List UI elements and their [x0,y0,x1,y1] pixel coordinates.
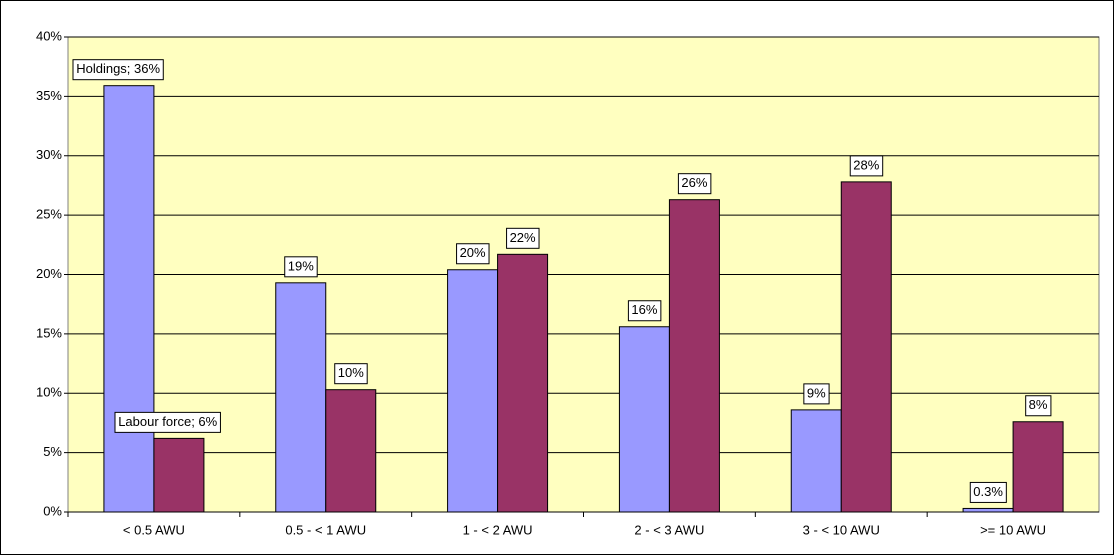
data-label-box [803,383,830,405]
x-tick-label: 3 - < 10 AWU [803,522,880,537]
x-tick-label: 0.5 - < 1 AWU [285,522,366,537]
y-tick-label: 10% [36,385,62,400]
data-label: Labour force; 6% [118,414,217,429]
data-label: 8% [1029,397,1048,412]
data-label: 22% [510,230,536,245]
data-label-box [72,59,164,81]
data-label-box [284,256,318,278]
bar [153,437,205,513]
y-tick-label: 0% [43,503,62,518]
data-label: 19% [288,258,314,273]
x-tick-label: >= 10 AWU [980,522,1046,537]
y-tick-label: 20% [36,266,62,281]
data-label-box [1025,395,1052,417]
x-tick-label: 1 - < 2 AWU [463,522,533,537]
y-tick-label: 15% [36,325,62,340]
data-label-box [627,300,662,322]
y-tick-label: 25% [36,207,62,222]
data-label: 20% [460,245,486,260]
data-label-box [334,363,368,385]
data-label: 10% [338,365,364,380]
data-label: 9% [807,385,826,400]
data-label-box [456,243,490,265]
y-tick-label: 35% [36,88,62,103]
y-tick-label: 30% [36,147,62,162]
y-tick-label: 40% [36,28,62,43]
bar [790,409,842,513]
bar [447,269,499,513]
bar [840,181,892,513]
data-label: 28% [853,157,879,172]
bar [668,199,720,513]
data-label: Holdings; 36% [76,61,160,76]
data-label: 26% [681,175,707,190]
bar [962,507,1014,513]
data-label: 0.3% [973,484,1003,499]
data-label-box [114,411,221,433]
bar [325,389,377,513]
bar [497,253,549,513]
y-tick-label: 5% [43,444,62,459]
x-tick-label: < 0.5 AWU [123,522,185,537]
data-label-box [677,173,712,195]
bar [618,326,670,513]
data-label-box [849,155,884,177]
bar [1012,421,1064,513]
x-tick-label: 2 - < 3 AWU [634,522,704,537]
bar [103,85,155,513]
data-label-box [969,481,1007,503]
data-label-box [506,227,540,249]
bar [275,282,327,513]
data-label: 16% [631,302,657,317]
